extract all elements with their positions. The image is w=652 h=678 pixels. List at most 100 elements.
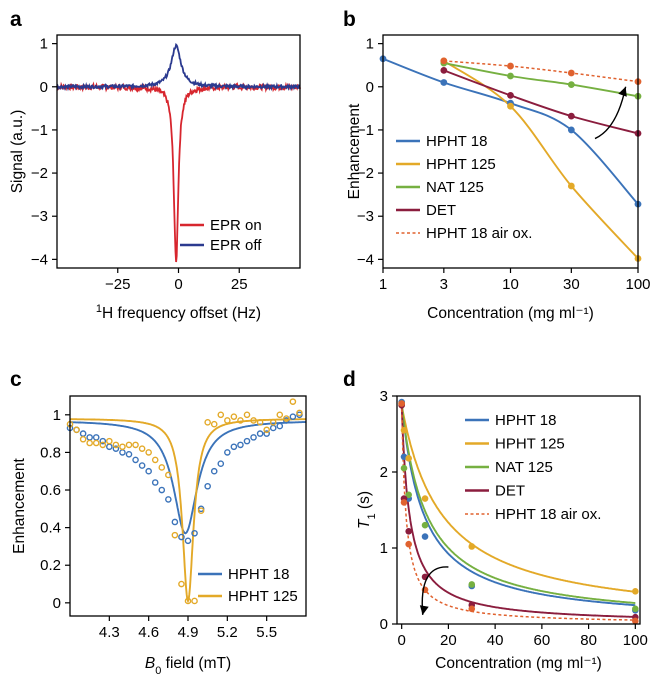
data-point [567, 69, 575, 77]
legend-label: NAT 125 [426, 179, 484, 196]
legend-label: NAT 125 [495, 459, 553, 476]
data-point [632, 605, 639, 613]
x-tick-label: 80 [580, 632, 597, 649]
data-point [405, 527, 412, 535]
data-point [178, 533, 185, 541]
data-point [119, 449, 126, 456]
series-line [443, 62, 639, 98]
data-point [191, 529, 198, 537]
data-point [217, 411, 225, 419]
y-axis-label: Enhancement [346, 103, 363, 199]
data-point [145, 449, 152, 456]
fit-line [70, 421, 307, 535]
data-point [224, 417, 231, 424]
panel-label: c [10, 368, 22, 391]
x-tick-label: 4.6 [138, 624, 159, 641]
y-tick-label: 1 [40, 36, 48, 53]
data-point [138, 462, 146, 469]
data-point [468, 581, 476, 588]
data-point [440, 66, 448, 74]
series-line [56, 42, 301, 92]
x-tick-label: 100 [625, 276, 650, 293]
series-line [443, 60, 639, 260]
data-point [73, 426, 80, 434]
x-tick-label: 0 [398, 632, 406, 649]
series-line [443, 69, 639, 135]
y-axis-label: T1 (s) [356, 491, 378, 529]
fit-line [70, 418, 306, 604]
x-axis-label-text: H frequency offset (Hz) [102, 305, 261, 322]
data-point [184, 537, 192, 545]
x-tick-label: 20 [440, 632, 457, 649]
data-point [276, 422, 284, 430]
panel-label: d [343, 368, 356, 391]
data-point [158, 486, 166, 494]
data-point [421, 521, 429, 529]
y-tick-label: −2 [31, 165, 48, 182]
data-point [197, 507, 205, 515]
data-point [132, 456, 139, 464]
data-point [230, 413, 238, 420]
y-tick-label: 2 [380, 464, 388, 481]
fit-line [400, 402, 636, 607]
data-point [99, 441, 107, 449]
y-axis-label-symbol: T [356, 518, 373, 529]
y-tick-label: −4 [31, 251, 48, 268]
x-tick-label: 0 [174, 276, 182, 293]
data-point [243, 437, 251, 445]
y-tick-label: 1 [380, 540, 388, 557]
plot-frame [56, 34, 301, 269]
data-point [269, 419, 277, 426]
y-tick-label: −3 [31, 208, 48, 225]
data-point [507, 72, 514, 80]
data-point [210, 420, 218, 428]
data-point [296, 409, 303, 417]
data-point [92, 434, 100, 441]
data-point [184, 597, 192, 605]
data-point [567, 81, 575, 89]
y-tick-label: 0.6 [40, 482, 61, 499]
y-tick-label: 0.4 [40, 520, 61, 537]
annotation-arrowhead [618, 86, 627, 97]
data-point [224, 449, 231, 456]
data-point [468, 605, 476, 613]
legend-label: HPHT 18 [426, 133, 487, 150]
data-point [400, 426, 408, 434]
x-tick-label: 5.2 [217, 624, 238, 641]
data-point [92, 439, 100, 447]
data-point [243, 411, 251, 419]
data-point [204, 419, 211, 426]
data-point [237, 441, 244, 449]
y-tick-label: 0 [366, 79, 374, 96]
x-tick-label: 3 [440, 276, 448, 293]
data-point [217, 460, 225, 467]
x-tick-label: 25 [231, 276, 248, 293]
x-tick-label: 10 [502, 276, 519, 293]
data-point [86, 434, 93, 441]
y-tick-label: 0.8 [40, 444, 61, 461]
x-tick-label: 60 [534, 632, 551, 649]
data-point [237, 417, 244, 424]
data-point [250, 417, 257, 424]
data-point [276, 411, 284, 419]
legend-label: HPHT 125 [495, 436, 565, 453]
data-point [191, 597, 198, 605]
data-point [112, 441, 120, 449]
y-tick-label: −4 [357, 251, 374, 268]
y-axis-label: Signal (a.u.) [9, 110, 26, 194]
plot-frame [396, 395, 641, 625]
data-point [421, 495, 429, 502]
data-point [171, 518, 179, 526]
panel-b: b1 3 10 30 10010−1−2−3−4EnhancementConcentra… [343, 8, 651, 322]
data-point [283, 415, 290, 422]
data-point [507, 92, 514, 99]
y-tick-label: −3 [357, 208, 374, 225]
data-point [632, 588, 639, 595]
data-point [400, 464, 408, 472]
data-point [507, 62, 514, 70]
data-point [256, 419, 264, 426]
data-point [263, 430, 270, 437]
series-line [443, 60, 639, 83]
